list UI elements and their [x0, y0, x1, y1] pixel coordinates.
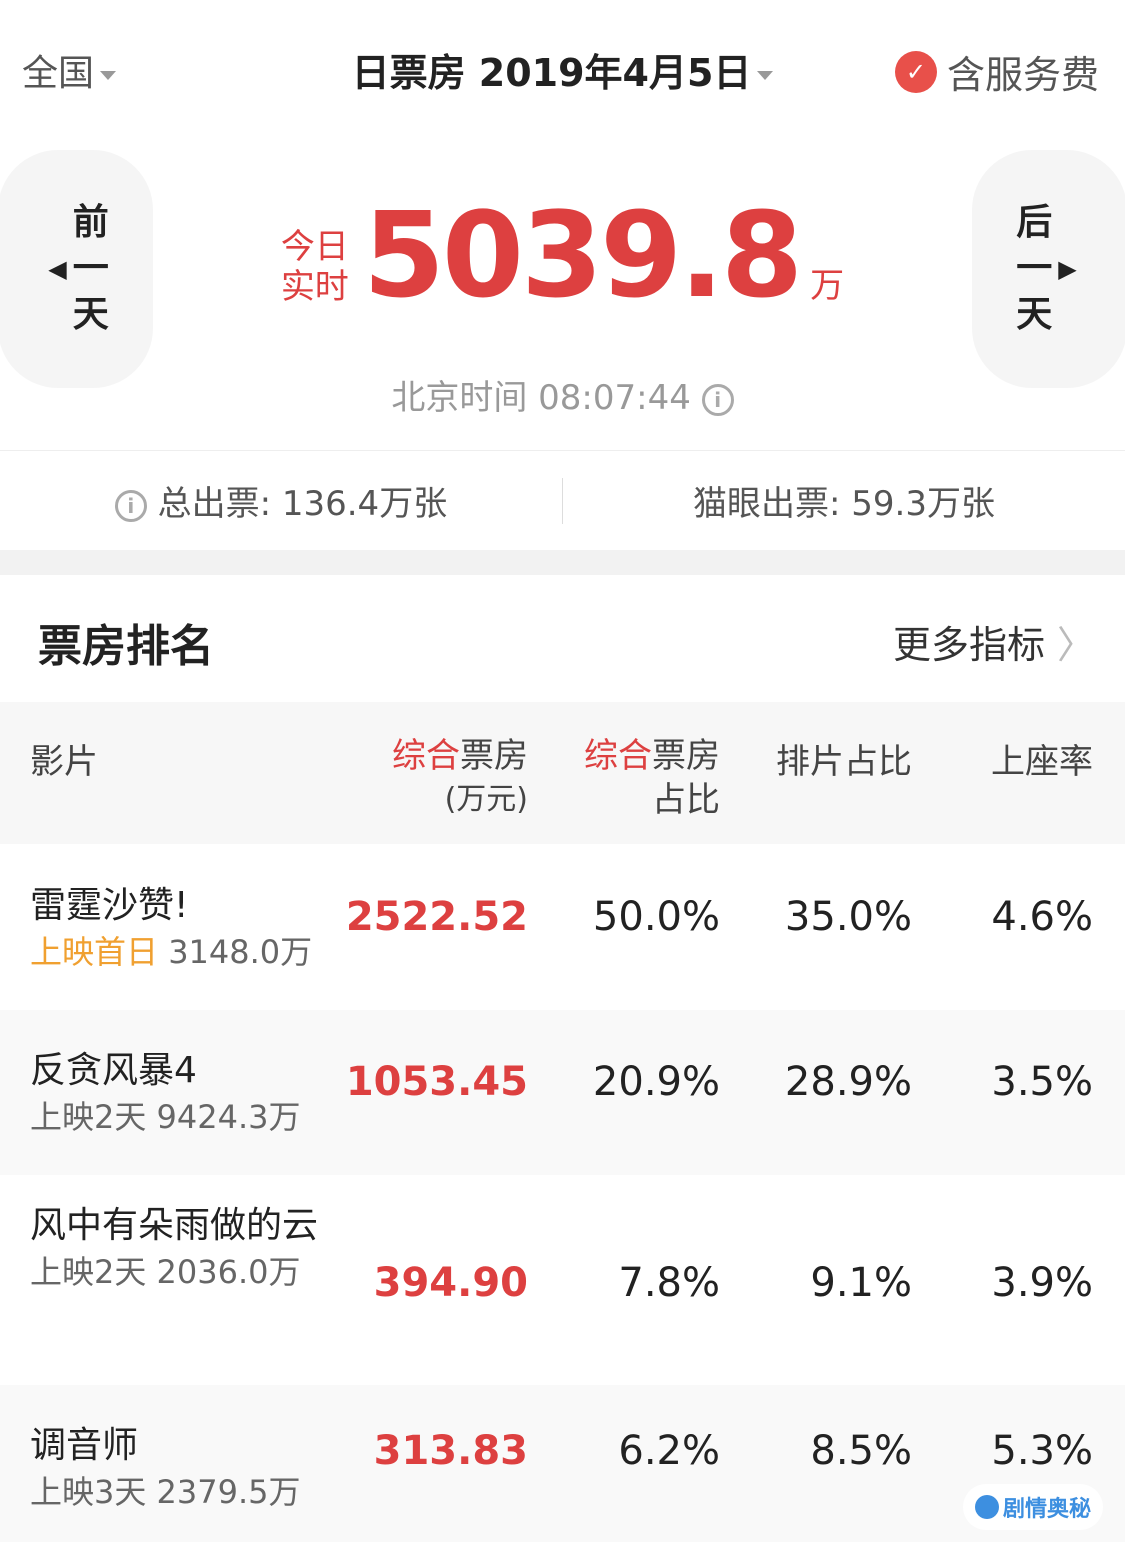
more-metrics-link[interactable]: 更多指标〉	[893, 614, 1095, 669]
total-tickets: 总出票: 136.4万张	[157, 484, 448, 524]
live-label-1: 今日	[280, 227, 349, 267]
cumulative-box: 3148.0万	[168, 933, 313, 971]
occupancy: 5.3%	[991, 1427, 1093, 1474]
col-box-office[interactable]: 综合票房 (万元)	[392, 734, 528, 822]
cumulative-box: 2036.0万	[156, 1253, 301, 1291]
box-share: 20.9%	[592, 1058, 720, 1105]
chevron-right-icon: 〉	[1056, 623, 1095, 667]
dropdown-icon	[757, 71, 774, 80]
film-release: 上映2天 2036.0万	[30, 1249, 320, 1295]
service-fee-label: 含服务费	[946, 53, 1099, 97]
realtime-total: 今日 实时 5039.8 万	[0, 195, 1125, 315]
box-office: 2522.52	[345, 893, 528, 940]
cumulative-box: 2379.5万	[156, 1473, 301, 1511]
screen-share: 35.0%	[784, 893, 912, 940]
label: 一	[1016, 248, 1053, 289]
next-day-button[interactable]: 后一天 ▶	[972, 150, 1125, 388]
col-screen-share[interactable]: 排片占比	[776, 742, 912, 782]
region-selector[interactable]: 全国	[22, 44, 117, 96]
col-film: 影片	[30, 742, 98, 782]
table-row[interactable]: 风中有朵雨做的云 上映2天 2036.0万 394.90 7.8% 9.1% 3…	[0, 1175, 1125, 1385]
film-name: 调音师	[30, 1425, 139, 1466]
section-title: 票房排名	[38, 621, 214, 672]
hl: 综合	[584, 736, 652, 776]
label: 一	[72, 248, 109, 289]
screen-share: 28.9%	[784, 1058, 912, 1105]
line2: 占比	[652, 780, 720, 820]
film-name: 反贪风暴4	[30, 1050, 197, 1091]
maoyan-tickets: 猫眼出票: 59.3万张	[693, 484, 995, 524]
beijing-time: 北京时间 08:07:44 i	[0, 370, 1125, 419]
watermark-text: 剧情奥秘	[1002, 1497, 1091, 1522]
page-title: 日票房 2019年4月5日	[351, 51, 752, 95]
time-text: 北京时间 08:07:44	[391, 378, 691, 418]
film-name: 雷霆沙赞!	[30, 885, 189, 926]
col-share[interactable]: 综合票房 占比	[584, 734, 720, 822]
screen-share: 9.1%	[810, 1260, 912, 1306]
box-office: 1053.45	[345, 1058, 528, 1105]
date-selector[interactable]: 日票房 2019年4月5日	[0, 42, 1125, 97]
chevron-left-icon: ◀	[48, 255, 67, 283]
ticket-stats: i 总出票: 136.4万张 猫眼出票: 59.3万张	[0, 450, 1125, 550]
divider	[562, 477, 563, 524]
chevron-right-icon: ▶	[1058, 255, 1077, 283]
table-row[interactable]: 反贪风暴4 上映2天 9424.3万 1053.45 20.9% 28.9% 3…	[0, 1010, 1125, 1175]
box-office: 313.83	[373, 1427, 528, 1474]
box-share: 6.2%	[618, 1427, 720, 1474]
film-release: 上映2天 9424.3万	[30, 1094, 320, 1140]
more-label: 更多指标	[892, 623, 1045, 667]
total-unit: 万	[810, 266, 845, 306]
occupancy: 4.6%	[991, 893, 1093, 940]
unit: (万元)	[444, 782, 528, 817]
label: 前	[72, 202, 109, 243]
table-row[interactable]: 调音师 上映3天 2379.5万 313.83 6.2% 8.5% 5.3%	[0, 1385, 1125, 1542]
region-label: 全国	[22, 53, 95, 94]
rest: 票房	[460, 736, 528, 776]
rest: 票房	[652, 736, 720, 776]
watermark: 剧情奥秘	[962, 1484, 1103, 1530]
film-release: 上映首日 3148.0万	[30, 929, 320, 975]
info-icon[interactable]: i	[114, 489, 147, 522]
label: 天	[1016, 294, 1053, 335]
label: 后	[1016, 202, 1053, 243]
film-release: 上映3天 2379.5万	[30, 1469, 320, 1515]
info-icon[interactable]: i	[701, 383, 734, 416]
release-days: 上映2天	[30, 1098, 147, 1136]
total-box-office: 5039.8	[362, 186, 803, 324]
release-days: 上映3天	[30, 1473, 147, 1511]
occupancy: 3.5%	[991, 1058, 1093, 1105]
box-office: 394.90	[373, 1260, 528, 1306]
cumulative-box: 9424.3万	[156, 1098, 301, 1136]
dropdown-icon	[100, 70, 117, 80]
logo-icon	[974, 1495, 999, 1519]
service-fee-toggle[interactable]: ✓ 含服务费	[894, 44, 1099, 99]
check-icon: ✓	[894, 50, 937, 93]
release-days: 上映2天	[30, 1253, 147, 1291]
live-label-2: 实时	[280, 267, 349, 307]
live-label: 今日 实时	[281, 227, 349, 307]
box-share: 7.8%	[618, 1260, 720, 1306]
section-divider	[0, 550, 1125, 575]
box-share: 50.0%	[592, 893, 720, 940]
prev-day-button[interactable]: ◀ 前一天	[0, 150, 153, 388]
screen-share: 8.5%	[810, 1427, 912, 1474]
release-days: 上映首日	[30, 933, 159, 971]
col-occupancy[interactable]: 上座率	[991, 742, 1093, 782]
film-name: 风中有朵雨做的云	[30, 1205, 319, 1246]
table-row[interactable]: 雷霆沙赞! 上映首日 3148.0万 2522.52 50.0% 35.0% 4…	[0, 845, 1125, 1010]
table-header: 影片 综合票房 (万元) 综合票房 占比 排片占比 上座率	[0, 702, 1125, 844]
occupancy: 3.9%	[991, 1260, 1093, 1306]
label: 天	[72, 294, 109, 335]
hl: 综合	[392, 736, 460, 776]
